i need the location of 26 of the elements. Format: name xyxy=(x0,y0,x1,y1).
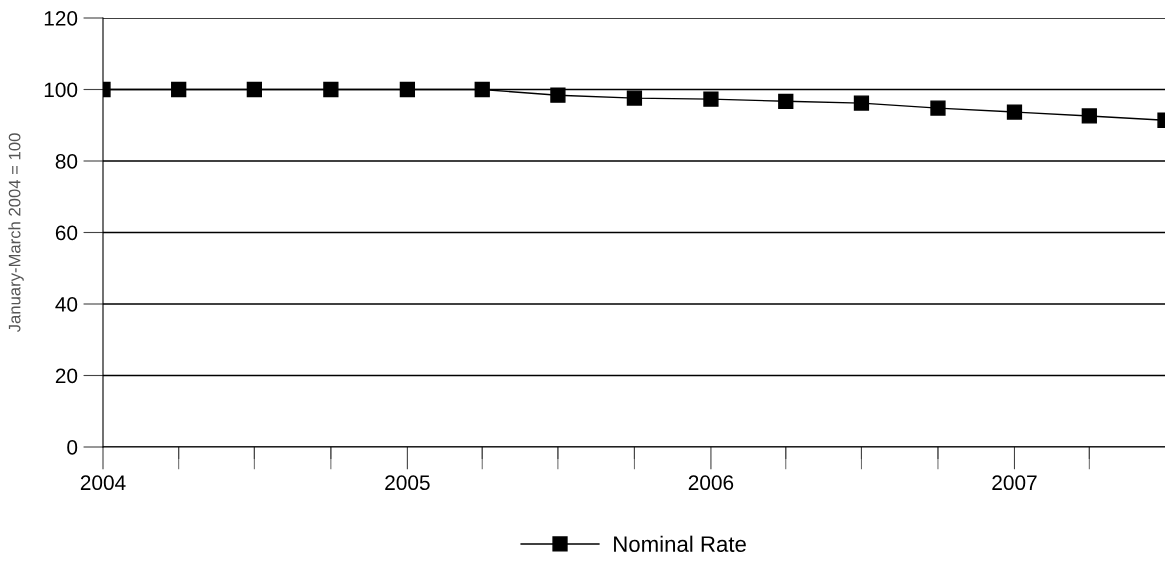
y-tick-label: 20 xyxy=(55,368,78,384)
point xyxy=(778,93,794,109)
x-tick-label: 2007 xyxy=(992,475,1037,491)
x-tick-label: 2005 xyxy=(385,475,430,491)
legend-label: Nominal Rate xyxy=(614,535,746,552)
x-tick-label: 2006 xyxy=(688,475,734,491)
point xyxy=(930,100,946,116)
point xyxy=(1006,104,1023,120)
point xyxy=(171,81,187,98)
point xyxy=(1081,108,1097,124)
point xyxy=(399,81,416,98)
point xyxy=(246,81,262,98)
point xyxy=(474,81,490,98)
y-axis-title: January-March 2004 = 100 xyxy=(8,133,24,333)
x-tick-label: 2004 xyxy=(80,475,126,491)
y-tick-label: 60 xyxy=(55,225,78,241)
point xyxy=(626,90,643,106)
y-tick-label: 40 xyxy=(55,297,78,312)
y-tick-label: 120 xyxy=(44,11,78,26)
point xyxy=(323,81,339,98)
y-tick-label: 80 xyxy=(55,154,78,169)
y-tick-label: 0 xyxy=(67,440,78,455)
point xyxy=(853,95,870,111)
point xyxy=(703,91,719,107)
y-tick-label: 100 xyxy=(44,82,78,98)
point xyxy=(550,87,566,103)
